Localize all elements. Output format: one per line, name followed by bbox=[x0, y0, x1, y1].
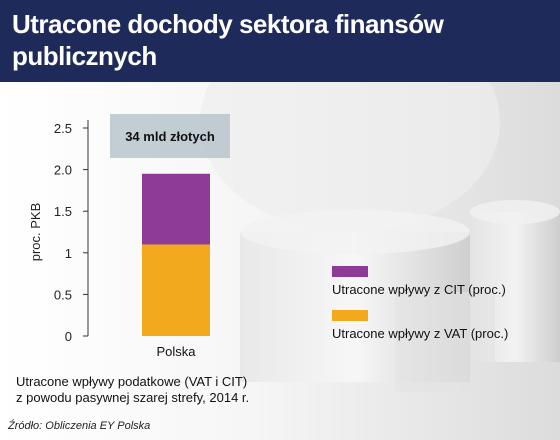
bar-segment bbox=[142, 173, 210, 245]
source-label: Źródło: Obliczenia EY Polska bbox=[8, 420, 151, 432]
coins-background bbox=[0, 82, 560, 440]
y-tick-label: 2.0 bbox=[54, 163, 72, 178]
annotation-label: 34 mld złotych bbox=[125, 129, 215, 144]
note-line-2: z powodu pasywnej szarej strefy, 2014 r. bbox=[16, 390, 250, 405]
header-banner: Utracone dochody sektora finansów public… bbox=[0, 0, 560, 82]
y-tick-label: 2.5 bbox=[54, 121, 72, 136]
bar-segment bbox=[142, 244, 210, 336]
y-tick-label: 0 bbox=[65, 329, 72, 344]
legend-swatch bbox=[332, 266, 368, 277]
chart-area: 00.511.52.02.5 34 mld złotych proc. PKB … bbox=[28, 114, 508, 359]
legend-label: Utracone wpływy z CIT (proc.) bbox=[332, 282, 506, 297]
y-tick-label: 1 bbox=[65, 246, 72, 261]
x-category-label: Polska bbox=[156, 344, 196, 359]
chart-note: Utracone wpływy podatkowe (VAT i CIT) z … bbox=[16, 374, 249, 406]
y-tick-label: 1.5 bbox=[54, 204, 72, 219]
annotation-box bbox=[110, 114, 230, 158]
chart-title: Utracone dochody sektora finansów public… bbox=[12, 9, 444, 71]
y-axis-label: proc. PKB bbox=[28, 203, 43, 262]
note-line-1: Utracone wpływy podatkowe (VAT i CIT) bbox=[16, 374, 248, 389]
legend-swatch bbox=[332, 310, 368, 321]
y-tick-label: 0.5 bbox=[54, 287, 72, 302]
legend-label: Utracone wpływy z VAT (proc.) bbox=[332, 326, 508, 341]
